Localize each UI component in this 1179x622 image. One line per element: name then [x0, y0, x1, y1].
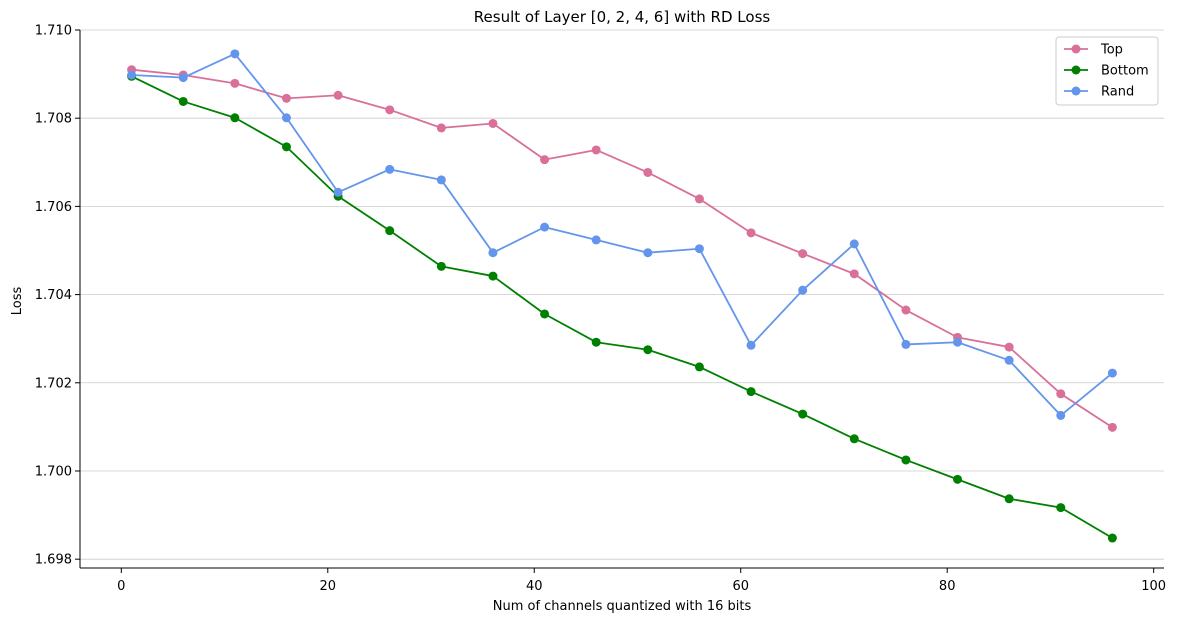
y-axis-label: Loss — [10, 287, 25, 316]
data-point-top — [540, 155, 550, 165]
data-point-top — [849, 269, 859, 279]
data-point-bottom — [488, 271, 498, 281]
series-line-bottom — [131, 75, 1113, 539]
data-point-bottom — [1056, 503, 1066, 513]
data-point-top — [1004, 342, 1014, 352]
data-point-bottom — [643, 345, 653, 355]
x-tick-label: 60 — [732, 579, 749, 594]
y-tick-label: 1.704 — [35, 288, 72, 303]
data-point-top — [643, 167, 653, 177]
y-tick-label: 1.698 — [35, 553, 72, 568]
data-point-rand — [746, 340, 756, 350]
data-point-bottom — [1107, 533, 1117, 543]
legend-swatch-marker — [1071, 65, 1081, 75]
legend-label: Top — [1100, 43, 1123, 58]
legend-swatch-marker — [1071, 44, 1081, 54]
y-tick-label: 1.700 — [35, 464, 72, 479]
data-point-rand — [953, 337, 963, 347]
data-point-rand — [127, 70, 137, 80]
data-point-rand — [230, 49, 240, 59]
x-axis-label: Num of channels quantized with 16 bits — [493, 599, 752, 614]
data-point-rand — [849, 239, 859, 249]
data-point-top — [591, 145, 601, 155]
data-point-bottom — [230, 113, 240, 123]
legend-item-top: Top — [1064, 43, 1123, 58]
data-point-rand — [436, 175, 446, 185]
x-tick-label: 0 — [117, 579, 125, 594]
legend-item-rand: Rand — [1064, 85, 1134, 100]
data-point-top — [694, 194, 704, 204]
data-point-bottom — [953, 474, 963, 484]
data-point-rand — [798, 285, 808, 295]
data-point-bottom — [746, 387, 756, 397]
y-tick-label: 1.710 — [35, 24, 72, 39]
series-rand — [127, 49, 1117, 420]
series-layer — [127, 49, 1117, 543]
data-point-rand — [540, 222, 550, 232]
x-tick-label: 80 — [939, 579, 956, 594]
legend-label: Bottom — [1101, 64, 1149, 79]
grid-lines — [80, 29, 1164, 560]
data-point-rand — [901, 339, 911, 349]
series-top — [127, 65, 1117, 432]
x-tick-label: 40 — [526, 579, 543, 594]
data-point-bottom — [436, 261, 446, 271]
y-tick-label: 1.706 — [35, 200, 72, 215]
data-point-top — [1056, 389, 1066, 399]
legend-swatch-marker — [1071, 86, 1081, 96]
legend: Top Bottom Rand — [1055, 36, 1159, 106]
x-tick-label: 20 — [319, 579, 336, 594]
legend-item-bottom: Bottom — [1064, 64, 1149, 79]
data-point-rand — [178, 73, 188, 83]
data-point-bottom — [591, 337, 601, 347]
data-point-top — [333, 90, 343, 100]
data-point-rand — [488, 248, 498, 258]
x-tick-label: 100 — [1141, 579, 1166, 594]
data-point-rand — [591, 235, 601, 245]
data-point-top — [746, 228, 756, 238]
data-point-top — [488, 118, 498, 128]
series-line-rand — [131, 52, 1113, 417]
data-point-rand — [333, 187, 343, 197]
data-point-rand — [1056, 410, 1066, 420]
data-point-top — [436, 123, 446, 133]
data-point-rand — [643, 248, 653, 258]
data-point-bottom — [1004, 494, 1014, 504]
data-point-rand — [1107, 368, 1117, 378]
legend-label: Rand — [1101, 85, 1134, 100]
data-point-bottom — [281, 142, 291, 152]
series-line-top — [131, 68, 1113, 429]
data-point-top — [385, 105, 395, 115]
legend-box — [1055, 36, 1159, 106]
data-point-rand — [385, 164, 395, 174]
data-point-bottom — [178, 96, 188, 106]
data-point-rand — [281, 113, 291, 123]
y-tick-label: 1.708 — [35, 112, 72, 127]
tick-labels: 1.698 1.700 1.702 1.704 1.706 1.708 1.710 0 20 40… — [35, 24, 1166, 595]
data-point-bottom — [849, 434, 859, 444]
data-point-rand — [1004, 355, 1014, 365]
data-point-bottom — [385, 226, 395, 236]
data-point-top — [1107, 422, 1117, 432]
y-tick-label: 1.702 — [35, 376, 72, 391]
axes — [79, 30, 1164, 569]
data-point-rand — [694, 244, 704, 254]
data-point-bottom — [798, 409, 808, 419]
chart-title: Result of Layer [0, 2, 4, 6] with RD Los… — [474, 8, 771, 26]
data-point-bottom — [540, 309, 550, 319]
data-point-top — [281, 93, 291, 103]
data-point-bottom — [901, 455, 911, 465]
data-point-bottom — [694, 362, 704, 372]
data-point-top — [230, 78, 240, 88]
series-bottom — [127, 71, 1117, 543]
data-point-top — [901, 305, 911, 315]
data-point-top — [798, 249, 808, 259]
